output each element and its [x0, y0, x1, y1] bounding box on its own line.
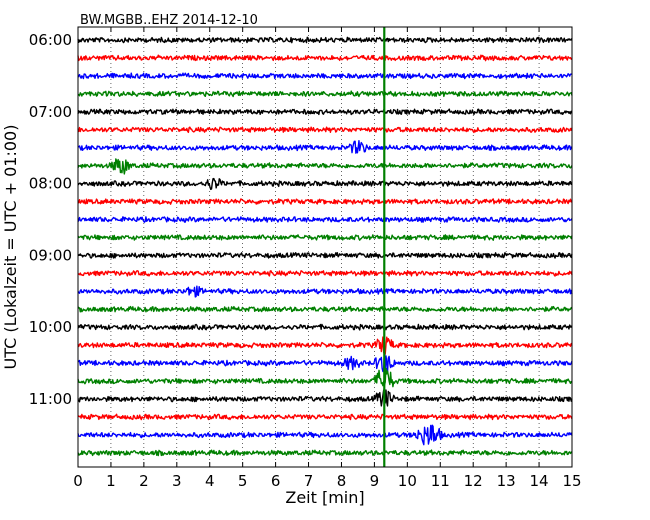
x-tick-label: 5	[238, 472, 248, 490]
trace-0915	[77, 270, 573, 277]
trace-0815	[77, 198, 573, 205]
x-tick-label: 12	[464, 472, 483, 490]
trace-1115	[77, 413, 573, 421]
trace-0645	[77, 90, 573, 98]
x-tick-label: 10	[398, 472, 417, 490]
chart-title: BW.MGBB..EHZ 2014-12-10	[80, 13, 258, 28]
trace-0845	[77, 234, 573, 241]
trace-1100	[77, 389, 573, 407]
x-tick-label: 2	[139, 472, 149, 490]
x-tick-label: 15	[562, 472, 581, 490]
y-tick-label: 09:00	[29, 246, 72, 264]
trace-1030	[77, 352, 573, 373]
x-tick-label: 4	[205, 472, 215, 490]
y-axis-label: UTC (Lokalzeit = UTC + 01:00)	[1, 125, 20, 370]
y-tick-label: 11:00	[29, 390, 72, 408]
x-tick-label: 7	[304, 472, 314, 490]
y-tick-label: 07:00	[29, 103, 72, 121]
trace-0930	[77, 285, 573, 298]
trace-0745	[77, 158, 573, 175]
x-tick-label: 3	[172, 472, 182, 490]
trace-1000	[77, 323, 573, 331]
x-tick-label: 9	[370, 472, 380, 490]
trace-0900	[77, 252, 573, 259]
trace-0700	[77, 108, 573, 116]
trace-0615	[77, 54, 573, 62]
trace-0600	[77, 36, 573, 44]
y-tick-label: 06:00	[29, 31, 72, 49]
grid-lines	[110, 27, 540, 467]
trace-lines	[77, 36, 573, 457]
x-tick-label: 8	[337, 472, 347, 490]
y-tick-label: 10:00	[29, 318, 72, 336]
y-tick-label: 08:00	[29, 175, 72, 193]
trace-0800	[77, 177, 573, 191]
trace-0945	[77, 305, 573, 313]
x-axis-ticks: 0 1 2 3 4 5 6 7 8 9 10 11 12 13 14 15	[73, 27, 582, 490]
trace-0730	[77, 139, 573, 154]
trace-1045	[77, 367, 573, 388]
x-tick-label: 1	[106, 472, 116, 490]
x-tick-label: 0	[73, 472, 83, 490]
trace-1015	[77, 336, 573, 355]
x-tick-label: 11	[431, 472, 450, 490]
trace-1145	[77, 449, 573, 457]
x-axis-label: Zeit [min]	[285, 488, 364, 507]
trace-0630	[77, 72, 573, 80]
plot-frame	[77, 26, 573, 468]
trace-1130	[77, 424, 573, 446]
trace-0830	[77, 216, 573, 223]
y-axis-ticks: 06:00 07:00 08:00 09:00 10:00 11:00	[29, 31, 572, 408]
x-tick-label: 13	[497, 472, 516, 490]
x-tick-label: 6	[271, 472, 281, 490]
trace-0715	[77, 126, 573, 134]
x-tick-label: 14	[530, 472, 549, 490]
